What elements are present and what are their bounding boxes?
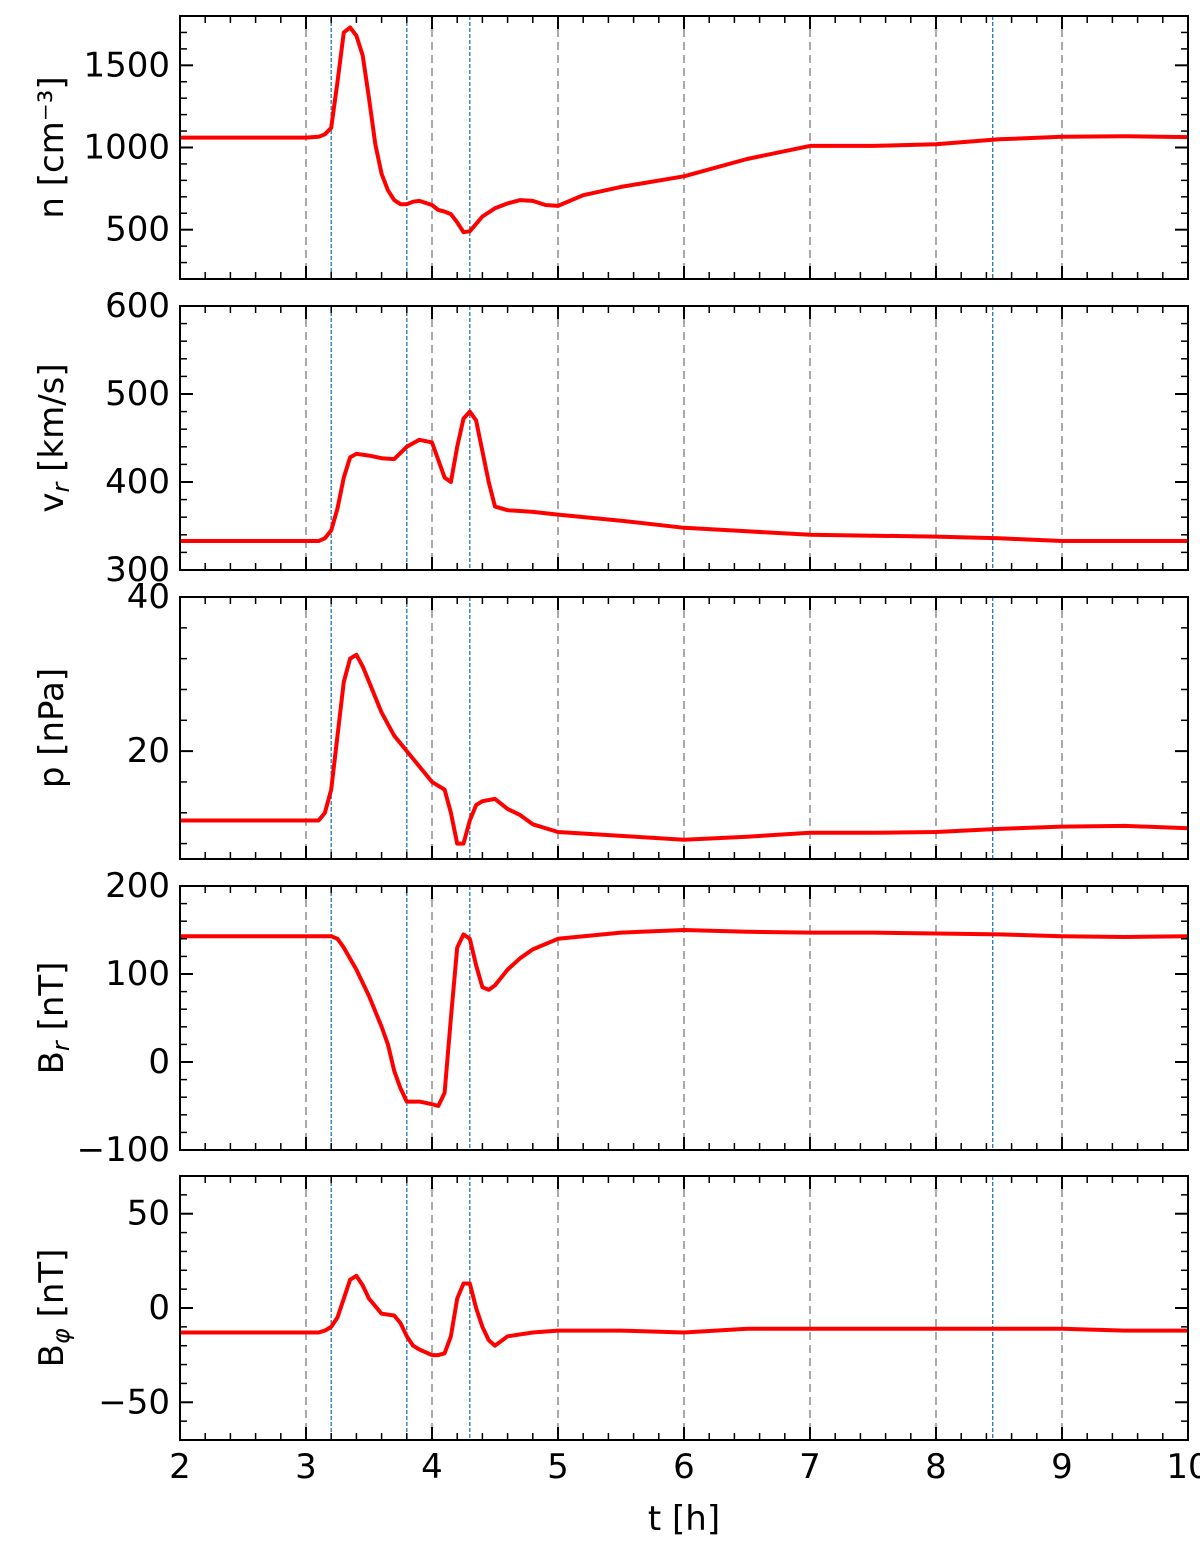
y-tick-label: 200 [105, 866, 170, 906]
x-tick-label: 9 [1051, 1447, 1073, 1487]
y-axis-label: Bφ [nT] [32, 1249, 75, 1368]
y-tick-label: 500 [105, 210, 170, 250]
y-tick-label: 1000 [83, 128, 170, 168]
y-tick-label: −100 [77, 1130, 170, 1170]
y-axis-label: p [nPa] [32, 668, 72, 788]
x-tick-label: 7 [799, 1447, 821, 1487]
y-tick-label: 500 [105, 374, 170, 414]
y-tick-label: −50 [98, 1382, 170, 1422]
x-tick-label: 4 [421, 1447, 443, 1487]
panel-1: 500 1000 1500 n [cm⁻³] [32, 15, 1189, 280]
y-tick-label: 100 [105, 954, 170, 994]
panel-5: −50 0 50 Bφ [nT] 2 3 4 5 6 7 8 9 10 [32, 1175, 1200, 1487]
x-tick-label: 6 [673, 1447, 695, 1487]
data-line [180, 25, 1188, 235]
y-tick-label: 0 [148, 1042, 170, 1082]
x-tick-label: 8 [925, 1447, 947, 1487]
data-line [180, 409, 1188, 543]
panel-2: 300 400 500 600 vr [km/s] [32, 286, 1189, 590]
panel-3: 20 40 p [nPa] [32, 577, 1189, 860]
y-tick-label: 20 [127, 731, 170, 771]
axes-frame [179, 885, 1189, 1151]
y-axis-label: Br [nT] [32, 962, 75, 1075]
y-tick-label: 600 [105, 286, 170, 326]
y-tick-label: 50 [127, 1194, 170, 1234]
y-tick-label: 0 [148, 1288, 170, 1328]
y-tick-label: 40 [127, 577, 170, 617]
axes-frame [179, 305, 1189, 571]
panel-4: −100 0 100 200 Br [nT] [32, 866, 1189, 1170]
data-line [180, 928, 1188, 1108]
axes-frame [179, 1175, 1189, 1441]
x-tick-label: 10 [1166, 1447, 1200, 1487]
x-tick-label: 2 [169, 1447, 191, 1487]
data-line [180, 1273, 1188, 1358]
x-tick-label: 5 [547, 1447, 569, 1487]
axes-frame [179, 596, 1189, 860]
y-tick-label: 300 [105, 550, 170, 590]
y-tick-label: 1500 [83, 45, 170, 85]
x-tick-label: 3 [295, 1447, 317, 1487]
y-axis-label: vr [km/s] [32, 363, 75, 512]
data-line [180, 652, 1188, 846]
y-tick-label: 400 [105, 462, 170, 502]
x-axis-label: t [h] [648, 1499, 720, 1539]
axes-frame [179, 15, 1189, 280]
y-axis-label: n [cm⁻³] [32, 76, 72, 218]
